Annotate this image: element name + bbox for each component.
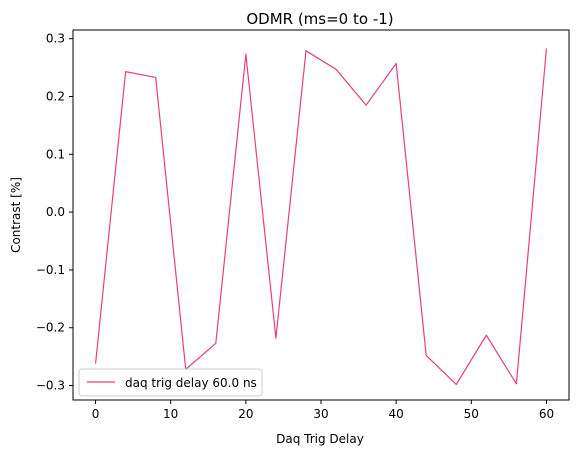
y-tick-label: 0.3	[46, 32, 65, 46]
y-tick-label: 0.2	[46, 89, 65, 103]
legend-label: daq trig delay 60.0 ns	[125, 376, 257, 390]
y-tick-label: −0.2	[36, 321, 65, 335]
legend-box	[78, 368, 263, 397]
plot-area: 0 10 20 30 40 50 60 −0.3 −0.2 −0.1 0.0 0.1 0.2 0.3	[36, 29, 570, 421]
x-tick-label: 10	[163, 407, 178, 421]
y-tick-label: −0.3	[36, 379, 65, 393]
x-tick-label: 30	[313, 407, 328, 421]
legend: daq trig delay 60.0 ns	[78, 368, 263, 397]
x-tick-label: 60	[539, 407, 554, 421]
y-tick-label: 0.0	[46, 205, 65, 219]
y-tick-label: −0.1	[36, 263, 65, 277]
x-tick-label: 0	[92, 407, 100, 421]
x-tick-label: 40	[389, 407, 404, 421]
y-tick-label: 0.1	[46, 147, 65, 161]
series-line	[94, 48, 548, 385]
x-axis-label: Daq Trig Delay	[276, 432, 364, 446]
x-tick-label: 20	[238, 407, 253, 421]
y-axis-label: Contrast [%]	[9, 177, 23, 253]
chart-title: ODMR (ms=0 to -1)	[246, 10, 393, 28]
plot-frame	[72, 29, 570, 401]
x-tick-label: 50	[464, 407, 479, 421]
